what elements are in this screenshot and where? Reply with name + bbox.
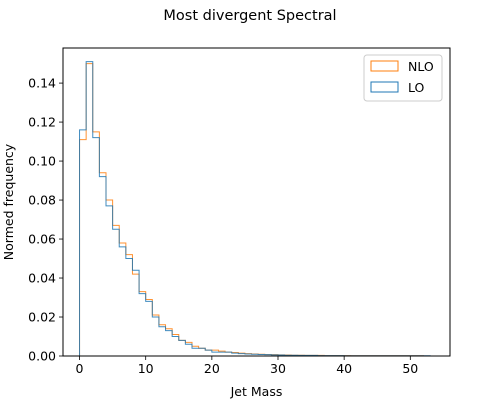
y-tick-label: 0.14 <box>28 76 56 91</box>
y-axis-label: Normed frequency <box>1 143 16 260</box>
y-tick-label: 0.00 <box>28 349 56 364</box>
y-tick-label: 0.12 <box>28 115 56 130</box>
y-tick-label: 0.08 <box>28 193 56 208</box>
legend-label-nlo: NLO <box>408 59 434 74</box>
legend: NLO LO <box>364 55 442 101</box>
legend-label-lo: LO <box>408 80 425 95</box>
x-tick-label: 20 <box>204 361 220 376</box>
y-tick-label: 0.06 <box>28 232 56 247</box>
y-axis-ticks: 0.00 0.02 0.04 0.06 0.08 0.10 0.12 0.14 <box>28 76 63 364</box>
x-tick-label: 30 <box>270 361 286 376</box>
x-axis-label: Jet Mass <box>230 384 283 399</box>
x-tick-label: 50 <box>402 361 418 376</box>
y-tick-label: 0.02 <box>28 310 56 325</box>
y-tick-label: 0.10 <box>28 154 56 169</box>
x-tick-label: 0 <box>76 361 84 376</box>
chart-title: Most divergent Spectral <box>163 8 336 24</box>
x-tick-label: 40 <box>336 361 352 376</box>
x-axis-ticks: 0 10 20 30 40 50 <box>76 356 419 376</box>
x-tick-label: 10 <box>138 361 154 376</box>
histogram-series-lo <box>80 62 431 356</box>
y-tick-label: 0.04 <box>28 271 56 286</box>
histogram-series-nlo <box>80 64 424 356</box>
plot-area <box>80 62 431 356</box>
